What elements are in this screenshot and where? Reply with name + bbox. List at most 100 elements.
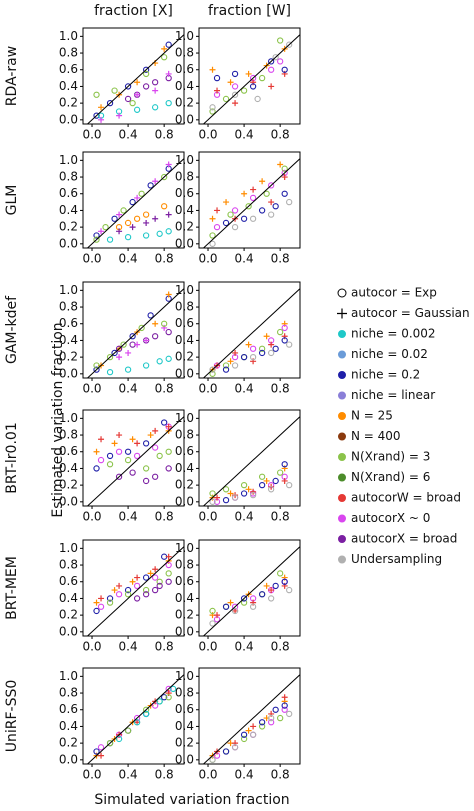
- point: [142, 465, 150, 472]
- point: [250, 186, 257, 193]
- point: [249, 353, 257, 361]
- point: [147, 432, 154, 439]
- point: [209, 240, 216, 247]
- point: [281, 702, 288, 709]
- point: [133, 452, 141, 460]
- point: [267, 66, 275, 73]
- y-tick-label: 0.0: [59, 236, 78, 250]
- points: [203, 34, 300, 124]
- point: [258, 481, 266, 489]
- y-tick-label: 0.4: [59, 591, 78, 605]
- point: [129, 436, 136, 443]
- point: [258, 345, 266, 352]
- point: [134, 574, 141, 581]
- y-tick-label: 0.0: [59, 112, 78, 126]
- x-tick-label: 0.0: [198, 768, 217, 782]
- point: [245, 70, 252, 77]
- y-tick-label: 0.0: [175, 624, 194, 638]
- point: [263, 582, 270, 589]
- point: [240, 215, 248, 222]
- x-tick-label: 0.8: [155, 640, 174, 654]
- y-tick-label: 1.0: [175, 29, 194, 43]
- point: [142, 440, 150, 447]
- point: [209, 215, 216, 222]
- point: [231, 223, 239, 231]
- point: [250, 488, 257, 495]
- y-tick-label: 0.4: [175, 591, 194, 605]
- point: [111, 215, 118, 222]
- legend-label: autocorX ~ 0: [351, 511, 430, 525]
- y-tick-label: 0.0: [175, 236, 194, 250]
- legend-label: Undersampling: [351, 552, 442, 566]
- row-label: GLM: [4, 185, 20, 216]
- point: [152, 215, 159, 222]
- point: [142, 66, 150, 73]
- y-tick-label: 0.8: [175, 558, 194, 572]
- point: [209, 607, 216, 615]
- point: [254, 95, 261, 103]
- point: [222, 362, 230, 369]
- y-tick-label: 0.0: [59, 752, 78, 766]
- point: [161, 54, 168, 61]
- point: [213, 223, 221, 231]
- y-tick-label: 0.2: [175, 350, 194, 364]
- identity-line: [87, 546, 184, 636]
- legend-marker: [338, 514, 346, 523]
- point: [286, 481, 293, 489]
- point: [124, 233, 132, 241]
- point: [227, 599, 234, 606]
- point: [111, 87, 118, 94]
- legend-label: N(Xrand) = 3: [351, 450, 430, 464]
- x-tick-label: 0.8: [155, 382, 174, 396]
- point: [115, 473, 123, 480]
- y-tick-label: 1.0: [59, 541, 78, 555]
- y-tick-label: 1.0: [59, 669, 78, 683]
- x-tick-label: 0.8: [155, 510, 174, 524]
- point: [165, 41, 172, 48]
- point: [277, 714, 284, 722]
- x-tick-label: 0.0: [82, 510, 101, 524]
- point: [165, 355, 172, 362]
- y-tick-label: 0.2: [175, 478, 194, 492]
- point: [142, 232, 150, 239]
- y-tick-label: 0.8: [175, 170, 194, 184]
- points: [87, 34, 184, 124]
- point: [116, 211, 123, 218]
- point: [138, 190, 145, 197]
- y-tick-label: 1.0: [59, 153, 78, 167]
- legend-label: autocorX = broad: [351, 532, 457, 546]
- point: [259, 178, 266, 185]
- legend-marker: [338, 494, 346, 502]
- point: [93, 362, 100, 369]
- y-tick-label: 0.6: [175, 444, 194, 458]
- point: [133, 106, 141, 113]
- y-tick-label: 1.0: [175, 669, 194, 683]
- point: [165, 161, 172, 168]
- point: [156, 582, 163, 590]
- point: [267, 719, 275, 726]
- plot-frame: [82, 539, 185, 637]
- point: [120, 341, 127, 348]
- point: [286, 341, 293, 348]
- point: [142, 70, 150, 78]
- legend-marker: [338, 330, 346, 338]
- point: [161, 419, 168, 426]
- point: [116, 354, 123, 361]
- y-tick-label: 0.8: [59, 558, 78, 572]
- point: [156, 230, 163, 237]
- y-tick-label: 0.4: [59, 719, 78, 733]
- legend-marker: [338, 350, 346, 359]
- point: [227, 490, 234, 497]
- point: [124, 456, 132, 464]
- point: [98, 595, 105, 602]
- point: [258, 207, 266, 214]
- point: [272, 582, 279, 590]
- y-tick-label: 1.0: [175, 411, 194, 425]
- point: [124, 586, 132, 594]
- point: [165, 291, 172, 298]
- point: [151, 574, 159, 581]
- y-tick-label: 0.4: [175, 79, 194, 93]
- x-tick-label: 0.4: [119, 128, 138, 142]
- point: [165, 694, 172, 701]
- point: [142, 710, 150, 718]
